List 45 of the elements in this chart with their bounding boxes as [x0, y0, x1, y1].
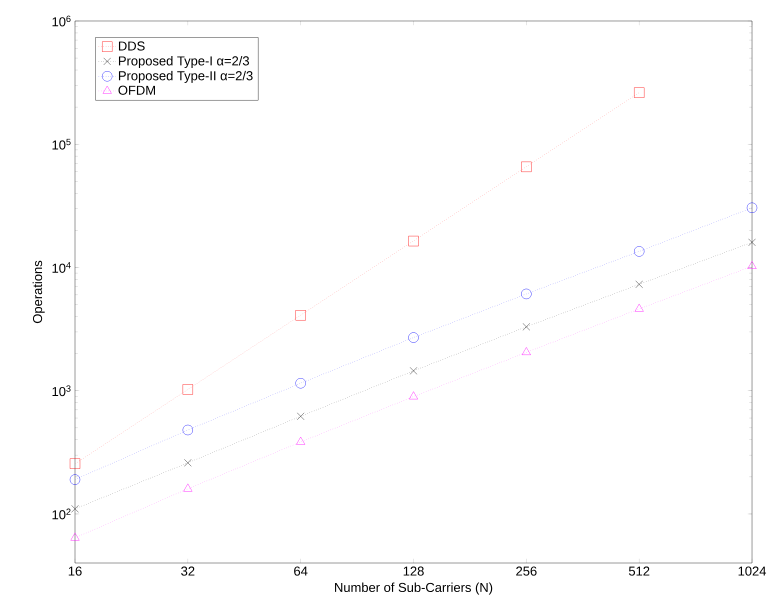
x-tick-label: 128	[404, 566, 424, 576]
point	[182, 384, 194, 395]
point	[182, 424, 194, 436]
legend-label: Proposed Type-II α=2/3	[118, 70, 253, 83]
point	[70, 532, 80, 541]
point	[522, 323, 530, 331]
point	[183, 484, 192, 492]
point	[295, 378, 306, 388]
point	[409, 391, 418, 400]
y-tick-label: 10$^{3}$	[52, 385, 71, 396]
x-tick-label: 16	[68, 566, 82, 576]
point	[410, 367, 418, 375]
y-tick-label: 10$^{4}$	[52, 262, 71, 273]
y-tick-label: 10$^{2}$	[52, 508, 71, 520]
point	[408, 332, 419, 343]
x-axis-title: Number of Sub-Carriers (N)	[335, 582, 492, 595]
point	[184, 459, 192, 467]
y-axis-title: Operations	[32, 260, 45, 324]
point	[521, 162, 532, 172]
point	[748, 261, 757, 269]
x-tick-label: 32	[181, 566, 194, 576]
point	[748, 238, 756, 246]
point	[634, 87, 644, 98]
x-tick-label: 1024	[738, 566, 766, 576]
x-tick-label: 64	[294, 566, 308, 576]
y-tick-label: 10$^{5}$	[52, 138, 71, 150]
point	[746, 202, 758, 213]
point	[70, 458, 80, 469]
x-tick-label: 256	[516, 566, 537, 576]
point	[295, 310, 306, 320]
point	[522, 347, 531, 356]
legend-label: Proposed Type-I α=2/3	[118, 56, 250, 68]
point	[635, 280, 643, 288]
point	[634, 246, 644, 257]
legend-label: DDS	[118, 41, 145, 51]
y-tick-label: 10$^{6}$	[52, 16, 71, 26]
point	[71, 505, 79, 513]
point	[521, 288, 532, 300]
point	[634, 304, 644, 312]
point	[70, 474, 80, 485]
x-tick-label: 512	[628, 566, 650, 576]
legend-label: OFDM	[118, 86, 155, 95]
point	[296, 412, 304, 420]
point	[296, 436, 306, 445]
point	[408, 236, 419, 246]
